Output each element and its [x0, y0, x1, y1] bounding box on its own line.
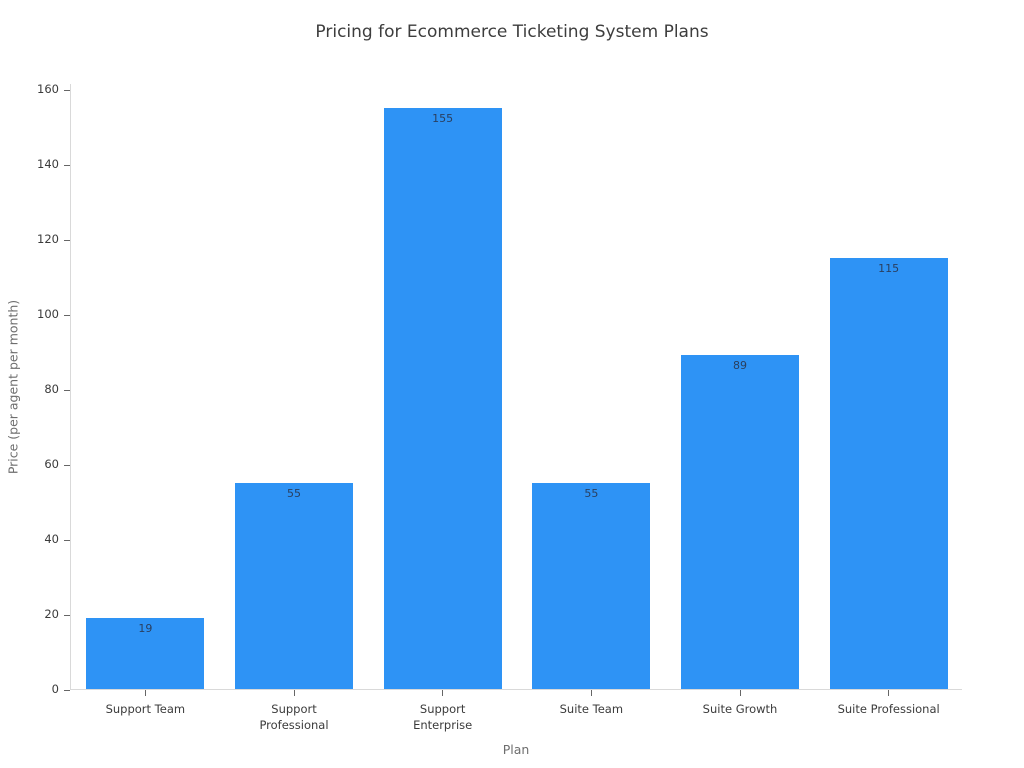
bar-value-label: 89: [733, 359, 747, 373]
bar: 115: [829, 257, 948, 689]
x-tick-mark: [144, 690, 146, 696]
y-tick-label: 40: [44, 532, 59, 546]
chart-title: Pricing for Ecommerce Ticketing System P…: [315, 22, 709, 42]
x-axis-label: Plan: [502, 742, 530, 757]
x-tick-label: Suite Team: [559, 702, 624, 716]
x-tick-label: Support Team: [105, 702, 186, 716]
y-tick-label: 20: [44, 607, 59, 621]
x-tick-label: Suite Growth: [702, 702, 778, 716]
x-tick-label: Support Professional: [259, 702, 329, 732]
y-tick-label: 0: [51, 682, 59, 696]
y-tick-mark: [64, 239, 70, 241]
x-tick-mark: [442, 690, 444, 696]
y-tick-mark: [64, 614, 70, 616]
x-tick-mark: [293, 690, 295, 696]
bar-value-label: 55: [584, 486, 599, 500]
bar: 19: [86, 617, 205, 689]
y-tick-mark: [64, 314, 70, 316]
x-tick-mark: [739, 690, 741, 696]
x-tick-label: Support Enterprise: [413, 702, 473, 732]
y-tick-mark: [64, 89, 70, 91]
x-tick-label: Suite Professional: [837, 702, 940, 716]
y-tick-label: 160: [37, 82, 59, 96]
plot-area: 0 20 40 60 80 100 120 140 160 19 55 155 55 89 115 Sup…: [37, 82, 962, 732]
bar: 155: [383, 107, 502, 689]
x-tick-mark: [888, 690, 890, 696]
bar-value-label: 115: [878, 261, 900, 275]
bar-value-label: 55: [287, 486, 301, 500]
bar: 55: [235, 482, 353, 689]
y-tick-label: 60: [44, 457, 59, 471]
bar-value-label: 155: [432, 111, 454, 125]
y-tick-label: 100: [37, 307, 59, 321]
y-tick-mark: [64, 464, 70, 466]
y-tick-label: 120: [37, 232, 59, 246]
bar: 55: [532, 482, 651, 689]
bar-value-label: 19: [138, 621, 153, 635]
y-tick-mark: [64, 689, 70, 691]
y-tick-mark: [64, 539, 70, 541]
x-tick-mark: [590, 690, 592, 696]
y-tick-label: 80: [44, 382, 59, 396]
y-tick-mark: [64, 389, 70, 391]
bar: 89: [681, 355, 799, 689]
y-tick-mark: [64, 164, 70, 166]
y-tick-label: 140: [37, 157, 59, 171]
